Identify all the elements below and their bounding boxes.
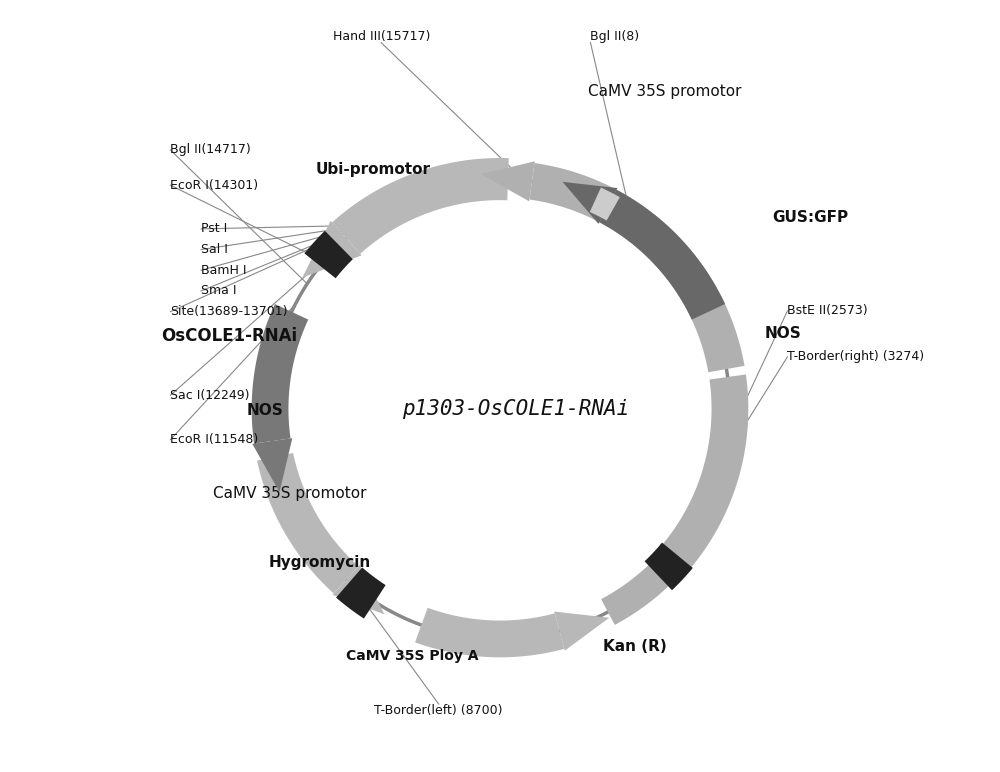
Polygon shape: [562, 181, 617, 224]
PathPatch shape: [601, 553, 682, 625]
Text: OsCOLE1-RNAi: OsCOLE1-RNAi: [161, 327, 297, 345]
Text: Sac I(12249): Sac I(12249): [170, 388, 250, 401]
Text: CaMV 35S promotor: CaMV 35S promotor: [213, 486, 366, 501]
PathPatch shape: [336, 567, 386, 618]
Text: Hand III(15717): Hand III(15717): [333, 29, 430, 42]
Text: Kan (R): Kan (R): [603, 639, 667, 654]
Text: Hygromycin: Hygromycin: [269, 555, 371, 570]
Text: CaMV 35S Ploy A: CaMV 35S Ploy A: [346, 649, 478, 663]
Text: Bgl II(8): Bgl II(8): [590, 29, 640, 42]
Text: p1303-OsCOLE1-RNAi: p1303-OsCOLE1-RNAi: [402, 399, 629, 419]
Polygon shape: [252, 438, 292, 492]
Text: GUS:GFP: GUS:GFP: [772, 210, 848, 225]
PathPatch shape: [257, 453, 358, 594]
PathPatch shape: [645, 543, 693, 591]
Text: Pst I: Pst I: [201, 222, 227, 235]
Text: T-Border(right) (3274): T-Border(right) (3274): [787, 350, 925, 364]
Polygon shape: [302, 221, 362, 278]
PathPatch shape: [590, 188, 620, 221]
Text: EcoR I(11548): EcoR I(11548): [170, 433, 259, 446]
Text: T-Border(left) (8700): T-Border(left) (8700): [374, 704, 503, 717]
Text: NOS: NOS: [764, 327, 801, 341]
PathPatch shape: [332, 158, 509, 254]
Text: Sma I: Sma I: [201, 284, 237, 297]
PathPatch shape: [304, 231, 353, 278]
Text: NOS: NOS: [247, 403, 284, 418]
PathPatch shape: [662, 374, 748, 569]
Text: Ubi-promotor: Ubi-promotor: [316, 162, 431, 178]
Text: BstE II(2573): BstE II(2573): [787, 304, 868, 317]
PathPatch shape: [415, 608, 564, 657]
Text: Sal I: Sal I: [201, 243, 228, 256]
Polygon shape: [333, 565, 384, 615]
Text: EcoR I(14301): EcoR I(14301): [170, 178, 259, 191]
Polygon shape: [643, 543, 692, 596]
Polygon shape: [554, 611, 609, 651]
Polygon shape: [481, 161, 535, 201]
PathPatch shape: [252, 304, 308, 444]
PathPatch shape: [599, 190, 725, 320]
Text: BamH I: BamH I: [201, 264, 247, 277]
PathPatch shape: [529, 163, 745, 372]
Text: CaMV 35S promotor: CaMV 35S promotor: [588, 83, 742, 99]
Text: Bgl II(14717): Bgl II(14717): [170, 144, 251, 157]
Polygon shape: [659, 533, 698, 574]
Text: Site(13689-13701): Site(13689-13701): [170, 305, 288, 318]
